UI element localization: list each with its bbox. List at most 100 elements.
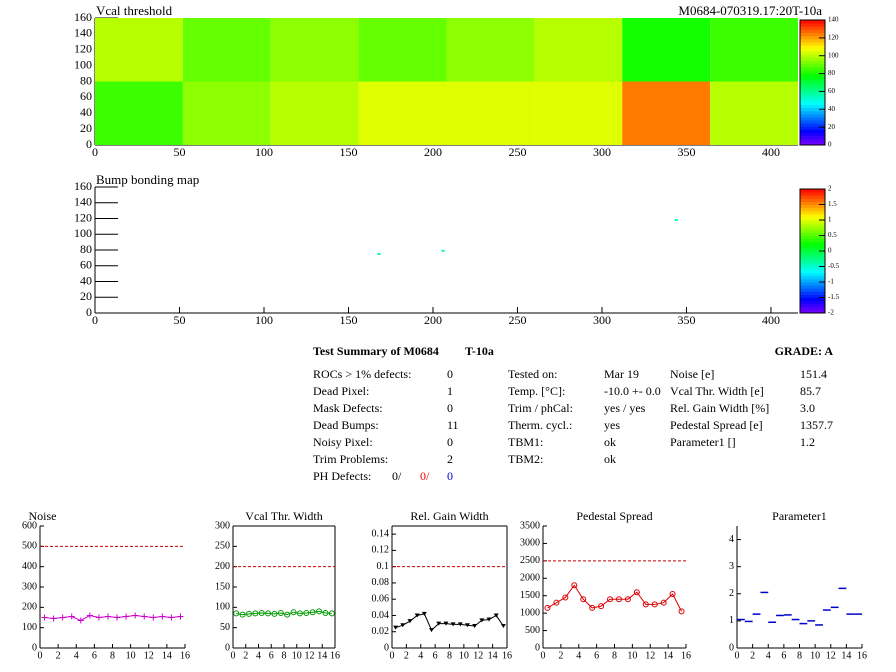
- color-bar-label: 140: [828, 16, 839, 24]
- x-tick-label: 12: [473, 650, 483, 661]
- color-bar-label: 1: [828, 216, 832, 224]
- summary-value: 0: [447, 435, 453, 449]
- summary-label: Rel. Gain Width [%]: [670, 401, 769, 415]
- series-line: [547, 584, 682, 612]
- color-bar-step: [800, 79, 825, 83]
- y-tick-label: 100: [215, 602, 230, 613]
- color-bar-step: [800, 251, 825, 255]
- marker: [589, 604, 596, 611]
- marker: [500, 624, 506, 629]
- x-tick-label: 4: [576, 650, 581, 661]
- color-bar-step: [800, 57, 825, 62]
- summary-label: ROCs > 1% defects:: [313, 367, 411, 381]
- color-bar-step: [800, 38, 825, 43]
- heatmap-cell: [446, 81, 535, 145]
- y-tick-label: 140: [74, 26, 92, 40]
- color-bar-step: [800, 220, 825, 224]
- x-tick-label: 4: [766, 650, 771, 661]
- y-tick-label: 0: [32, 642, 37, 653]
- y-tick-label: 300: [22, 581, 37, 592]
- summary-value: Mar 19: [604, 367, 639, 381]
- heatmap-cell: [622, 18, 711, 82]
- x-tick-label: 50: [173, 145, 185, 159]
- color-bar-step: [800, 272, 825, 277]
- color-bar-step: [800, 223, 825, 227]
- y-tick-label: 0: [384, 642, 389, 653]
- color-bar-label: 120: [828, 33, 839, 41]
- y-tick-label: 300: [215, 520, 230, 531]
- color-bar-step: [800, 198, 825, 202]
- chart-title: Vcal Thr. Width: [245, 509, 322, 523]
- heatmap-cell: [182, 18, 271, 82]
- x-tick-label: 150: [339, 313, 357, 327]
- y-tick-label: 120: [74, 210, 92, 224]
- x-tick-label: 16: [857, 650, 867, 661]
- marker: [141, 613, 148, 620]
- y-tick-label: 500: [22, 541, 37, 552]
- y-tick-label: 3000: [520, 538, 540, 549]
- heatmap-cell: [534, 18, 623, 82]
- x-tick-label: 50: [173, 313, 185, 327]
- marker: [580, 596, 587, 603]
- marker: [450, 622, 456, 627]
- summary-value: 0: [447, 401, 453, 415]
- y-tick-label: 40: [80, 105, 92, 119]
- color-bar-step: [800, 247, 825, 252]
- summary-label: Trim Problems:: [313, 452, 388, 466]
- y-tick-label: 1000: [520, 607, 540, 618]
- y-tick-label: 500: [525, 625, 540, 636]
- marker: [443, 621, 449, 626]
- series-line: [236, 610, 332, 616]
- color-bar-step: [800, 257, 825, 261]
- x-tick-label: 0: [92, 145, 98, 159]
- marker: [400, 623, 406, 628]
- summary-value: 2: [447, 452, 453, 466]
- x-tick-label: 8: [447, 650, 452, 661]
- summary-value: yes / yes: [604, 401, 646, 415]
- color-bar-step: [800, 70, 825, 74]
- color-bar-label: -1: [828, 278, 834, 286]
- heatmap-cell: [270, 81, 359, 145]
- x-tick-label: 2: [243, 650, 248, 661]
- marker: [407, 619, 413, 624]
- y-tick-label: 2000: [520, 573, 540, 584]
- color-bar-step: [800, 285, 825, 289]
- summary-label: Mask Defects:: [313, 401, 383, 415]
- x-tick-label: 150: [339, 145, 357, 159]
- color-bar-step: [800, 306, 825, 311]
- y-tick-label: 0.04: [372, 610, 390, 621]
- color-bar-step: [800, 254, 825, 258]
- marker: [429, 628, 435, 633]
- summary-title: Test Summary of M0684: [313, 344, 439, 358]
- x-tick-label: 4: [74, 650, 79, 661]
- x-tick-label: 10: [126, 650, 136, 661]
- x-tick-label: 6: [594, 650, 599, 661]
- marker: [50, 615, 57, 622]
- chart-title: Parameter1: [772, 509, 827, 523]
- summary-value: -10.0 +- 0.0: [604, 384, 661, 398]
- summary-value: 0/: [392, 469, 402, 483]
- color-bar-label: 2: [828, 185, 832, 193]
- color-bar-step: [800, 32, 825, 37]
- y-tick-label: 80: [80, 242, 92, 256]
- marker: [95, 614, 102, 621]
- color-bar-step: [800, 294, 825, 298]
- x-tick-label: 4: [418, 650, 423, 661]
- color-bar-step: [800, 278, 825, 283]
- marker: [41, 614, 48, 621]
- color-bar-step: [800, 291, 825, 295]
- x-tick-label: 8: [282, 650, 287, 661]
- marker: [59, 614, 66, 621]
- x-tick-label: 10: [292, 650, 302, 661]
- marker: [457, 622, 463, 627]
- marker: [258, 610, 265, 617]
- heatmap-cell: [446, 18, 535, 82]
- y-tick-label: 60: [80, 89, 92, 103]
- y-tick-label: 0.1: [377, 561, 390, 572]
- x-tick-label: 400: [762, 145, 780, 159]
- color-bar-step: [800, 282, 825, 286]
- color-bar-step: [800, 126, 825, 130]
- color-bar-step: [800, 213, 825, 218]
- bump-defect: [377, 252, 381, 255]
- x-tick-label: 0: [541, 650, 546, 661]
